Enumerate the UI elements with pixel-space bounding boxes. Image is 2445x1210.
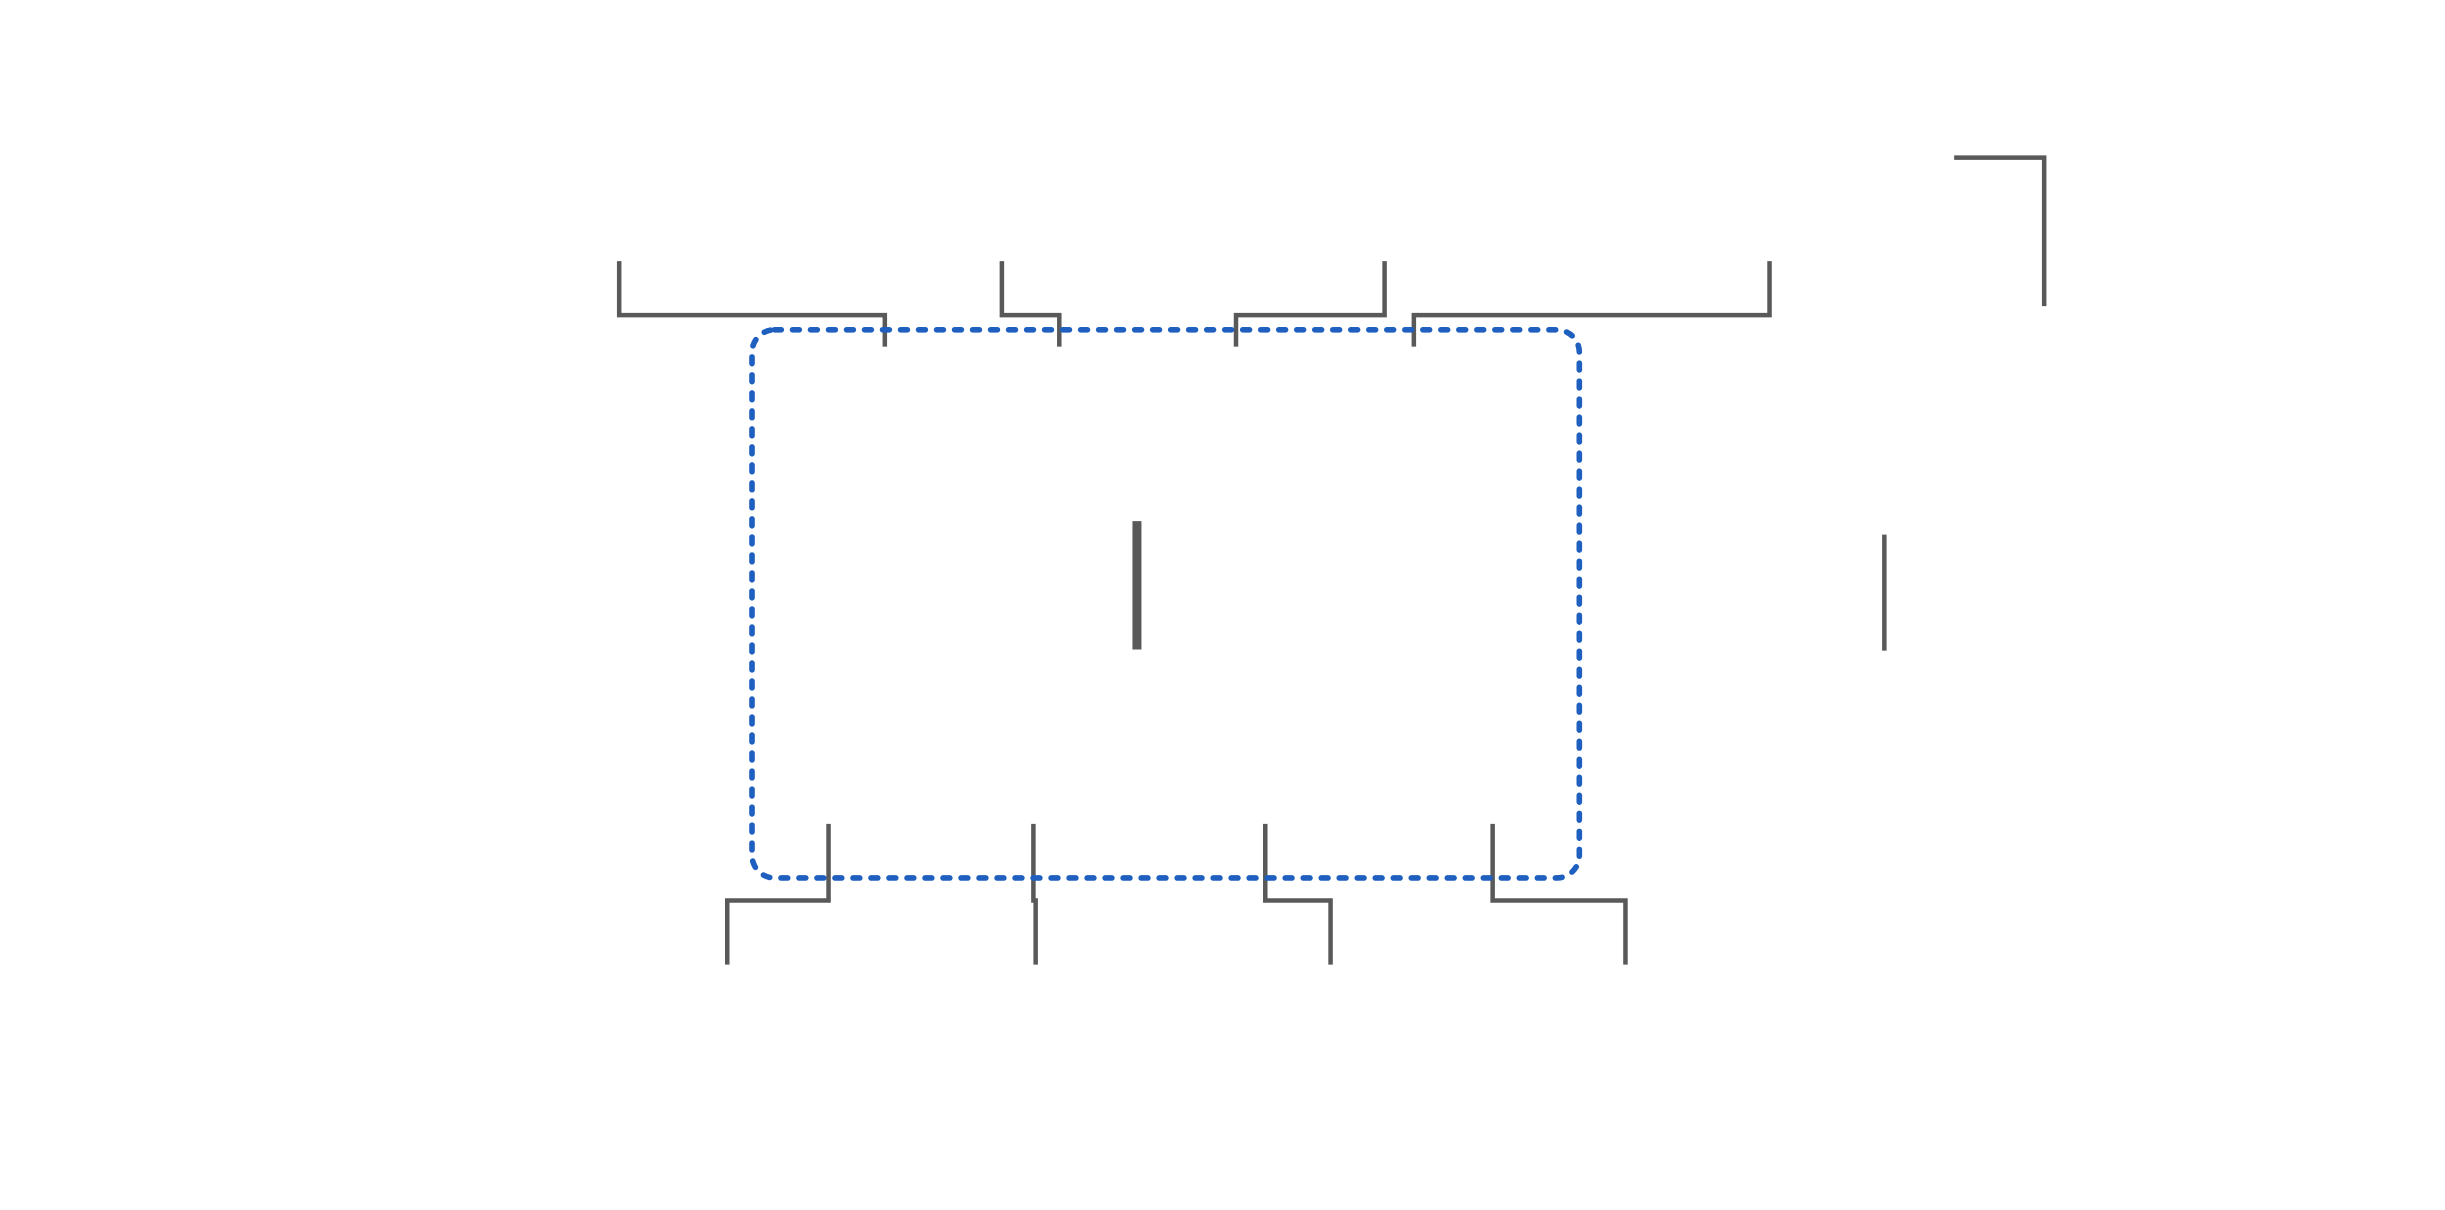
link-leaf-bottom xyxy=(727,824,828,965)
link-leaf-bottom xyxy=(1265,824,1330,965)
link-top-spine xyxy=(1236,261,1385,347)
fabric-clos-outline xyxy=(752,330,1579,878)
link-top-spine xyxy=(1414,261,1770,347)
link-top-spine xyxy=(1002,261,1059,347)
link-s4-backbone xyxy=(1954,158,2044,307)
link-leaf-bottom xyxy=(1493,824,1626,965)
link-top-spine xyxy=(619,261,885,347)
link-leaf-bottom xyxy=(1033,824,1035,965)
